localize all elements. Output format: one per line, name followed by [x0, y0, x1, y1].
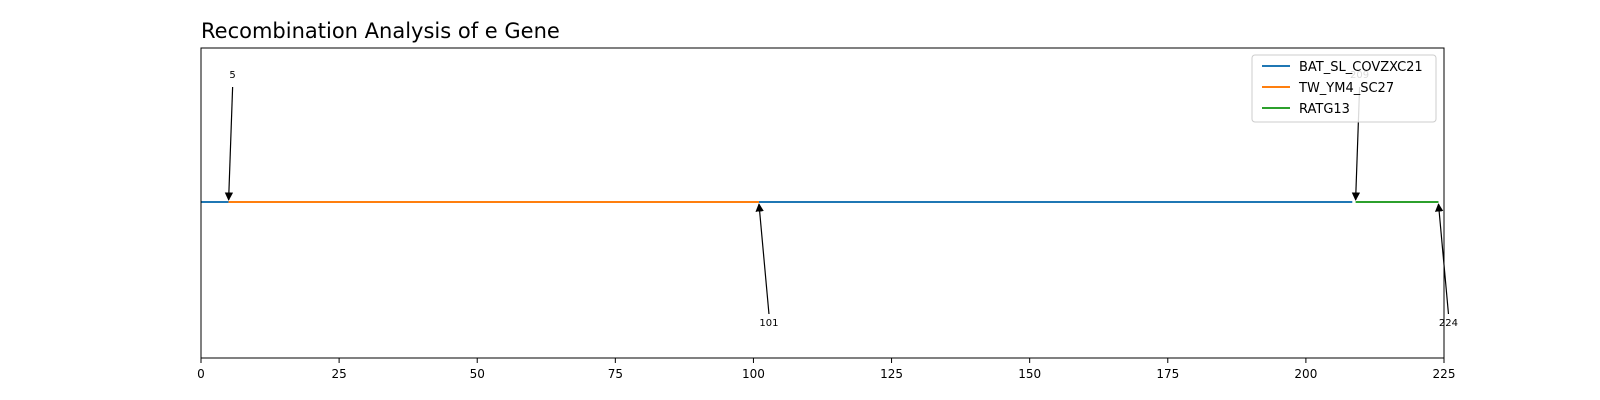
plot-frame [200, 47, 1445, 359]
x-tick-label: 125 [880, 367, 903, 381]
x-tick-label: 50 [470, 367, 485, 381]
x-tick-label: 200 [1294, 367, 1317, 381]
annotation-label: 101 [759, 318, 778, 329]
legend-label: TW_YM4_SC27 [1298, 81, 1394, 96]
x-axis: 0 25 50 75 100 125 150 175 200 225 [197, 358, 1455, 381]
legend-label: BAT_SL_COVZXC21 [1299, 60, 1423, 75]
x-tick-label: 175 [1156, 367, 1179, 381]
x-tick-label: 100 [742, 367, 765, 381]
x-tick-label: 225 [1433, 367, 1456, 381]
x-tick-label: 75 [608, 367, 623, 381]
annotation-label: 5 [229, 70, 235, 81]
annotation-arrow [755, 203, 770, 315]
x-tick-label: 0 [197, 367, 205, 381]
chart-title: Recombination Analysis of e Gene [201, 19, 560, 43]
legend-box [1251, 54, 1437, 123]
legend: BAT_SL_COVZXC21 TW_YM4_SC27 RATG13 [1251, 54, 1437, 123]
x-tick-label: 25 [331, 367, 346, 381]
annotation-label: 224 [1439, 318, 1458, 329]
annotation-arrow [224, 86, 234, 201]
annotation-arrow [1434, 203, 1450, 315]
x-tick-label: 150 [1018, 367, 1041, 381]
legend-label: RATG13 [1299, 102, 1350, 117]
